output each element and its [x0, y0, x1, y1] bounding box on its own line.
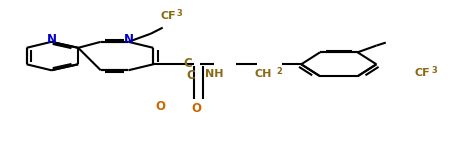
Text: C: C [186, 69, 195, 82]
Text: N: N [123, 33, 133, 46]
Text: C: C [183, 57, 192, 70]
Text: CF: CF [415, 67, 430, 77]
Text: 3: 3 [177, 9, 183, 18]
Text: O: O [192, 102, 202, 115]
Text: N: N [47, 33, 57, 46]
Text: CF: CF [160, 11, 176, 21]
Text: O: O [155, 100, 165, 113]
Text: 2: 2 [277, 67, 283, 76]
Text: 3: 3 [432, 66, 438, 75]
Text: CH: CH [254, 69, 271, 79]
Text: NH: NH [205, 69, 224, 79]
